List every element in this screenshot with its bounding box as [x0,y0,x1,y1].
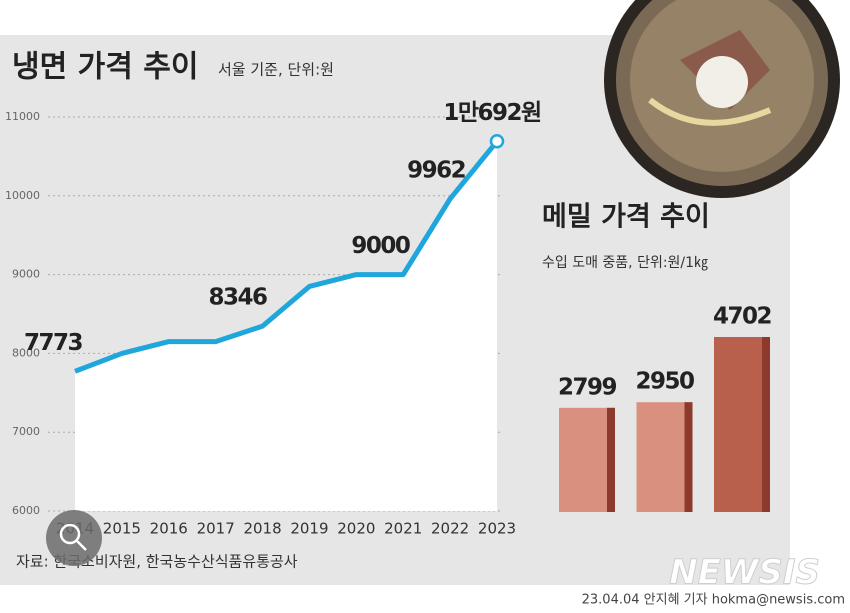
thumbnail-icon[interactable] [46,510,102,566]
bar [636,402,693,512]
x-tick-label: 2022 [431,520,469,538]
bar [559,407,615,512]
watermark: NEWSIS [669,553,820,593]
chart-subtitle: 서울 기준, 단위:원 [218,61,334,79]
y-tick-label: 10000 [5,189,40,202]
x-tick-label: 2017 [197,520,235,538]
y-tick-label: 6000 [12,504,40,517]
value-label: 9000 [351,233,410,259]
x-tick-label: 2019 [290,520,328,538]
value-label: 8346 [209,285,268,311]
line-area [75,141,497,512]
chart-title: 냉면 가격 추이 [12,50,199,85]
end-marker [489,134,505,149]
line [74,139,499,374]
x-tick-label: 2020 [337,520,375,538]
bar-edge [607,407,615,512]
bar-edge [762,337,770,512]
chart-title: 메밀 가격 추이 [542,202,710,233]
x-tick-label: 2016 [150,520,188,538]
x-tick-label: 2015 [103,520,141,538]
bar-edge [684,402,693,512]
value-label: 1만692원 [443,100,541,126]
bar [714,337,770,512]
y-tick-label: 7000 [12,425,40,438]
y-tick-label: 11000 [5,110,40,123]
credit: 23.04.04 안지혜 기자 hokma@newsis.com [582,593,845,608]
x-tick-label: 2018 [243,520,281,538]
value-label: 4702 [713,304,771,330]
chart-subtitle: 수입 도매 중품, 단위:원/1㎏ [542,255,708,271]
noodle-photo [604,0,840,198]
y-tick-label: 9000 [12,268,40,281]
value-label: 7773 [24,330,83,356]
x-tick-label: 2023 [478,520,516,538]
y-tick-label: 8000 [12,346,40,359]
value-label: 9962 [407,157,465,183]
value-label: 2950 [635,369,694,395]
value-label: 2799 [558,374,617,400]
x-tick-label: 2021 [384,520,422,538]
